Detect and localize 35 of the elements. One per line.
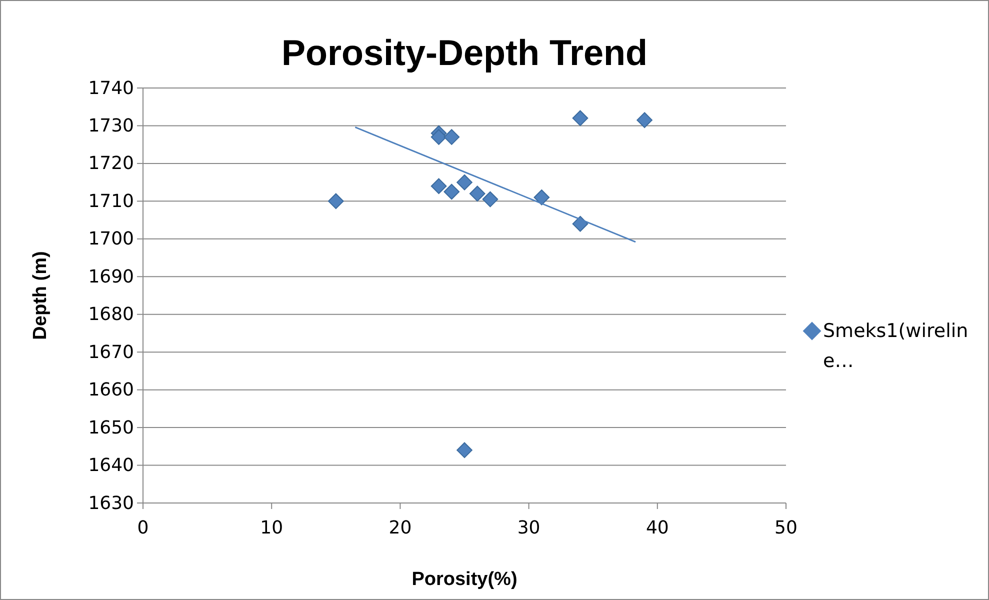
legend-label: Smeks1(wireline… xyxy=(823,319,969,374)
y-tick-label: 1670 xyxy=(88,342,134,363)
x-tick-label: 30 xyxy=(517,518,540,539)
point xyxy=(430,129,447,145)
y-tick-label: 1660 xyxy=(88,380,134,401)
y-tick-label: 1710 xyxy=(88,190,134,212)
x-tick-label: 50 xyxy=(774,518,798,539)
point xyxy=(456,442,472,458)
point xyxy=(572,110,588,126)
x-tick-label: 40 xyxy=(646,518,669,539)
point xyxy=(328,193,344,210)
chart-title: Porosity-Depth Trend xyxy=(281,32,648,73)
point xyxy=(572,216,588,232)
point xyxy=(456,174,472,190)
point xyxy=(534,189,550,206)
y-tick-label: 1630 xyxy=(88,492,134,514)
y-tick-label: 1720 xyxy=(88,153,134,174)
y-tick-label: 1730 xyxy=(88,115,134,136)
y-tick-label: 1650 xyxy=(88,417,134,438)
point xyxy=(636,112,652,128)
x-tick-label: 0 xyxy=(137,518,149,539)
y-tick-label: 1640 xyxy=(88,455,134,476)
y-axis-title: Depth (m) xyxy=(30,251,51,340)
x-axis-title: Porosity(%) xyxy=(412,569,518,590)
point xyxy=(444,184,460,200)
y-tick-label: 1740 xyxy=(88,78,134,99)
point xyxy=(482,191,498,208)
x-tick-label: 20 xyxy=(388,518,412,539)
x-tick-label: 10 xyxy=(260,518,284,539)
y-tick-label: 1700 xyxy=(88,228,134,250)
point xyxy=(444,129,460,145)
y-tick-label: 1680 xyxy=(88,304,134,326)
point xyxy=(469,186,486,202)
y-tick-label: 1690 xyxy=(88,266,134,288)
point xyxy=(430,178,447,194)
